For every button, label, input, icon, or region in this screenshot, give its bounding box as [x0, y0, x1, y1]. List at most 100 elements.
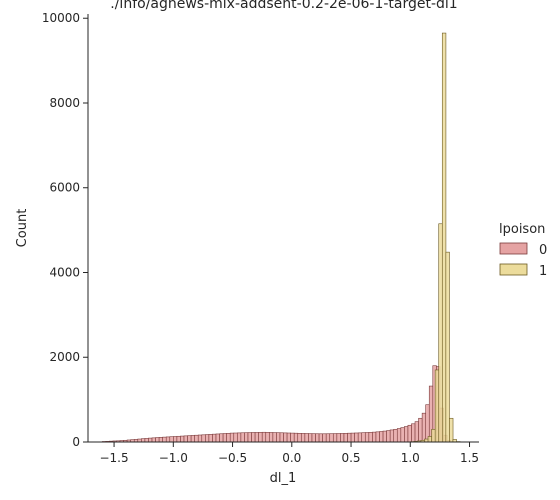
series-0-bar-56 — [300, 433, 306, 443]
series-0-bar-64 — [329, 433, 334, 443]
series-0-bar-89 — [418, 417, 423, 443]
series-0-bar-48 — [272, 432, 277, 443]
series-0-bar-86 — [407, 424, 412, 443]
x-tick-label: 0.5 — [341, 451, 360, 465]
series-0-bar-22 — [180, 435, 185, 443]
x-tick-label: 1.5 — [460, 451, 479, 465]
series-1-bar-7 — [434, 369, 440, 443]
series-1-bar-11 — [449, 417, 454, 443]
series-0-bar-38 — [236, 432, 242, 443]
series-0-bar-19 — [169, 436, 174, 443]
series-0-bar-44 — [258, 432, 263, 443]
series-0-bar-60 — [315, 433, 320, 443]
series-0-bar-33 — [219, 433, 224, 443]
series-0-bar-49 — [276, 432, 281, 443]
series-0-bar-90 — [421, 412, 427, 443]
series-0-bar-25 — [190, 435, 196, 443]
series-0-bar-28 — [201, 434, 206, 443]
series-0-bar-30 — [208, 434, 213, 443]
series-0-bar-23 — [183, 435, 188, 443]
y-tick-label: 2000 — [49, 350, 80, 364]
series-0-bar-17 — [162, 436, 167, 443]
series-0-bar-39 — [240, 432, 245, 443]
legend: lpoison 0 1 — [499, 222, 547, 279]
series-0-bar-45 — [261, 431, 267, 443]
legend-swatch-1 — [499, 263, 528, 276]
series-0-bar-40 — [244, 432, 249, 443]
series-1-bar-6 — [431, 428, 436, 443]
series-0-bar-27 — [197, 434, 203, 443]
x-tick-label: −1.0 — [159, 451, 188, 465]
series-0-bar-37 — [233, 432, 238, 443]
series-0-bar-79 — [382, 430, 387, 443]
series-0-bar-18 — [165, 436, 171, 443]
y-axis-ticks: 0 2000 4000 6000 8000 10000 — [42, 11, 88, 449]
series-0-bar-15 — [155, 437, 160, 443]
series-0-bar-36 — [229, 432, 235, 443]
series-1-bar-5 — [427, 436, 432, 443]
series-0-bar-80 — [386, 430, 391, 443]
x-axis-label: dl_1 — [270, 471, 297, 486]
series-0-bar-57 — [304, 433, 309, 443]
series-0-bar-61 — [318, 433, 323, 443]
series-0-bar-85 — [404, 426, 409, 443]
series-1-bar-9 — [441, 32, 447, 443]
series-0-bar-83 — [396, 428, 402, 443]
series-0-bar-66 — [336, 433, 341, 443]
series-0-bar-21 — [176, 435, 181, 443]
legend-swatch-0 — [499, 242, 528, 255]
legend-title: lpoison — [499, 222, 545, 237]
series-0-bar-12 — [144, 438, 149, 443]
series-0-bars — [101, 365, 455, 443]
series-0-bar-24 — [187, 435, 192, 443]
series-0-bar-59 — [311, 433, 316, 443]
series-0-bar-67 — [340, 433, 345, 443]
y-axis-label: Count — [15, 209, 30, 248]
series-0-bar-43 — [254, 432, 260, 443]
series-0-bar-84 — [400, 427, 405, 443]
y-tick-label: 4000 — [49, 265, 80, 279]
series-0-bar-46 — [265, 432, 270, 443]
series-0-bar-29 — [205, 434, 210, 443]
series-0-bar-77 — [375, 431, 380, 443]
x-tick-label: 1.0 — [401, 451, 420, 465]
series-0-bar-58 — [308, 433, 313, 443]
x-tick-label: 0.0 — [282, 451, 301, 465]
legend-label-1: 1 — [539, 264, 547, 279]
series-0-bar-41 — [247, 432, 252, 443]
series-0-bar-65 — [332, 433, 338, 443]
x-tick-label: −1.5 — [99, 451, 128, 465]
series-0-bar-81 — [389, 429, 395, 443]
series-0-bar-54 — [293, 432, 299, 443]
series-0-bar-55 — [297, 433, 302, 443]
series-0-bar-35 — [226, 433, 231, 443]
x-axis-ticks: −1.5 −1.0 −0.5 0.0 0.5 1.0 1.5 — [99, 442, 479, 465]
series-1-bar-8 — [438, 223, 443, 443]
x-tick-label: −0.5 — [218, 451, 247, 465]
series-0-bar-82 — [393, 428, 398, 443]
series-0-bar-72 — [357, 432, 363, 443]
series-0-bar-78 — [379, 431, 384, 443]
y-tick-label: 10000 — [42, 11, 80, 25]
series-0-bar-88 — [414, 421, 419, 443]
series-0-bar-69 — [347, 432, 352, 443]
series-1-bars — [409, 32, 461, 443]
series-0-bar-50 — [279, 432, 284, 443]
series-0-bar-13 — [148, 437, 153, 443]
series-0-bar-63 — [325, 433, 331, 443]
series-0-bar-71 — [354, 432, 359, 443]
y-tick-label: 6000 — [49, 181, 80, 195]
chart-title: ./info/agnews-mix-addsent-0.2-2e-06-1-ta… — [110, 0, 457, 12]
series-0-bar-42 — [251, 432, 256, 443]
series-0-bar-73 — [361, 432, 366, 443]
series-0-bar-16 — [158, 437, 164, 443]
series-0-bar-70 — [350, 432, 355, 443]
series-0-bar-26 — [194, 434, 199, 443]
series-0-bar-34 — [222, 433, 228, 443]
series-0-bar-32 — [215, 433, 220, 443]
series-0-bar-87 — [411, 423, 416, 443]
series-0-bar-62 — [322, 433, 327, 443]
series-0-bar-31 — [212, 433, 217, 443]
series-0-bar-74 — [364, 432, 370, 443]
